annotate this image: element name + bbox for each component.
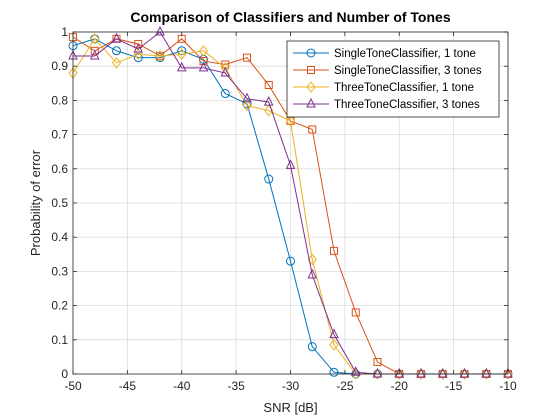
data-point [307, 268, 318, 279]
series-layer [68, 25, 513, 380]
legend-entry: ThreeToneClassifier, 1 tone [293, 81, 474, 94]
data-point [330, 246, 338, 255]
x-tick-label: -40 [173, 379, 191, 393]
data-point [155, 50, 165, 62]
legend-label: ThreeToneClassifier, 3 tones [334, 99, 480, 111]
data-point [89, 49, 100, 60]
data-point [220, 66, 231, 77]
y-tick-label: 0 [61, 367, 68, 381]
data-point [263, 95, 274, 106]
legend-marker [307, 66, 315, 74]
data-point [177, 46, 187, 56]
data-point [437, 367, 448, 378]
data-point [155, 25, 165, 36]
data-point [90, 46, 99, 55]
x-tick-labels: -50 -45 -40 -35 -30 -25 -20 -15 -10 [64, 379, 517, 393]
data-point [264, 81, 273, 90]
y-tick-label: 0.1 [51, 333, 68, 347]
legend-label: SingleToneClassifier, 3 tones [334, 65, 482, 77]
data-point [503, 368, 513, 380]
y-tick-label: 0.7 [51, 128, 68, 142]
data-point [351, 308, 360, 317]
data-point [133, 42, 144, 53]
tick-marks [72, 31, 509, 375]
x-tick-label: -10 [499, 379, 517, 393]
y-tick-label: 0.2 [51, 299, 68, 313]
x-tick-label: -50 [64, 379, 82, 393]
data-point [220, 89, 230, 99]
legend-marker [306, 48, 316, 58]
data-point [198, 61, 209, 72]
data-point [243, 53, 251, 62]
data-point [459, 367, 470, 378]
data-point [111, 32, 122, 43]
data-point [198, 45, 209, 57]
y-tick-label: 0.6 [51, 162, 68, 176]
data-point [416, 367, 426, 378]
x-tick-label: -30 [282, 379, 300, 393]
data-point [112, 46, 121, 56]
data-point [329, 339, 339, 351]
data-point [285, 115, 296, 127]
data-point [416, 368, 426, 380]
legend-label: SingleToneClassifier, 1 tone [334, 48, 476, 60]
legend-entry: SingleToneClassifier, 3 tones [293, 65, 482, 77]
data-point [177, 48, 187, 61]
y-tick-label: 0.3 [51, 264, 68, 278]
legend: SingleToneClassifier, 1 tone SingleToneCl… [286, 40, 500, 118]
data-point [394, 368, 404, 380]
y-tick-label: 0.9 [51, 59, 68, 73]
data-point [329, 367, 339, 377]
data-point [286, 256, 295, 266]
y-tick-label: 0.5 [51, 196, 68, 210]
data-point [459, 368, 470, 380]
data-point [134, 39, 143, 48]
y-tick-label: 0.4 [51, 230, 68, 244]
data-point [372, 368, 383, 380]
y-axis-label: Probability of error [28, 149, 43, 256]
data-point [264, 174, 274, 184]
y-tick-label: 1 [61, 25, 68, 39]
data-point [372, 367, 383, 378]
chart-title: Comparison of Classifiers and Number of … [130, 9, 450, 25]
data-point [329, 328, 339, 339]
legend-entry: SingleToneClassifier, 1 tone [293, 48, 476, 60]
data-point [308, 125, 317, 134]
x-tick-label: -15 [445, 379, 463, 393]
legend-entry: ThreeToneClassifier, 3 tones [293, 97, 480, 111]
legend-label: ThreeToneClassifier, 1 tone [334, 82, 474, 94]
x-tick-label: -45 [119, 379, 137, 393]
data-point [242, 92, 252, 103]
data-point [350, 366, 361, 376]
data-point [90, 33, 100, 45]
y-tick-label: 0.8 [51, 93, 68, 107]
x-axis-label: SNR [dB] [263, 400, 317, 415]
data-point [438, 368, 448, 380]
data-point [285, 159, 296, 169]
legend-marker [306, 97, 316, 108]
y-tick-labels: 0 0.1 0.2 0.3 0.4 0.5 0.6 0.7 0.8 0.9 1 [51, 25, 68, 381]
legend-marker [306, 81, 316, 93]
data-point [199, 57, 208, 66]
data-point [176, 61, 187, 72]
x-tick-label: -35 [227, 379, 245, 393]
data-point [242, 99, 252, 112]
data-point [503, 367, 513, 378]
data-point [481, 368, 491, 380]
data-point [307, 253, 317, 266]
data-point [133, 53, 143, 63]
data-point [373, 358, 382, 367]
data-point [307, 342, 317, 352]
data-point [481, 367, 492, 378]
x-tick-label: -20 [391, 379, 409, 393]
x-tick-label: -25 [336, 379, 354, 393]
data-point [394, 367, 405, 378]
data-point [111, 56, 122, 69]
